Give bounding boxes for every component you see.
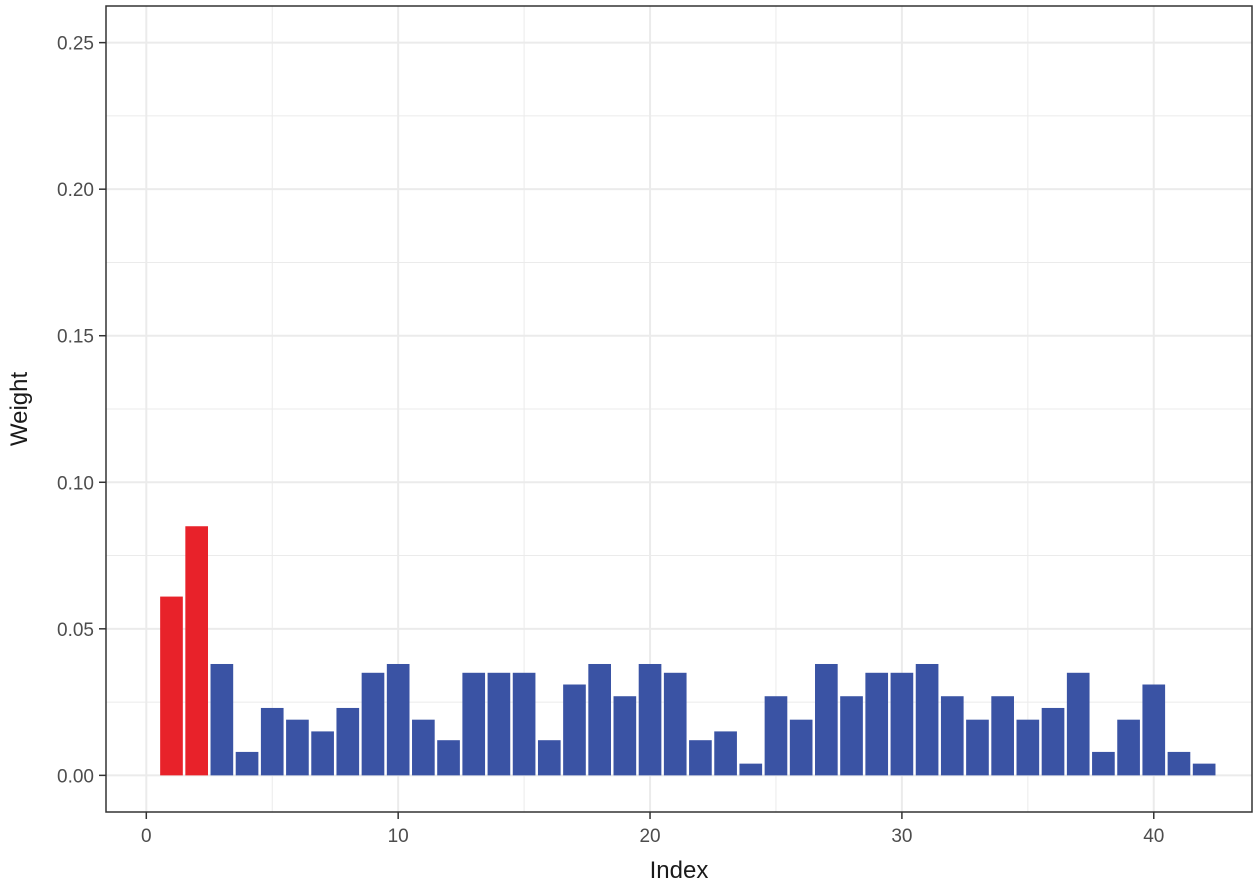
bar-36: [1041, 707, 1065, 776]
bar-19: [613, 696, 637, 776]
bar-11: [412, 719, 435, 776]
bar-29: [865, 672, 889, 776]
bar-39: [1117, 719, 1140, 776]
bar-24: [739, 763, 763, 776]
bar-12: [437, 740, 460, 776]
bar-26: [789, 719, 813, 776]
x-tick-label: 10: [388, 826, 409, 847]
bar-25: [764, 696, 788, 776]
bar-37: [1066, 672, 1090, 776]
y-tick-label: 0.25: [57, 34, 94, 55]
bar-17: [563, 684, 586, 776]
minor-gridlines: [106, 6, 1252, 812]
bar-28: [840, 696, 863, 776]
bar-10: [386, 663, 410, 776]
bar-18: [588, 663, 611, 776]
bar-35: [1016, 719, 1040, 776]
y-axis: 0.00 0.05 0.10 0.15 0.20 0.25: [57, 34, 106, 787]
y-tick-label: 0.10: [57, 473, 94, 494]
bar-32: [940, 696, 964, 776]
y-tick-label: 0.05: [57, 620, 94, 641]
bar-21: [663, 672, 687, 776]
plot-panel-border: [105, 5, 1253, 813]
bar-13: [462, 672, 486, 776]
bar-20: [638, 663, 662, 776]
bar-38: [1092, 751, 1115, 776]
bar-27: [815, 663, 838, 776]
bar-3: [210, 663, 234, 776]
bar-5: [260, 707, 284, 776]
bar-7: [311, 731, 334, 776]
bar-14: [487, 672, 511, 776]
y-tick-label: 0.20: [57, 180, 94, 201]
x-tick-label: 20: [639, 826, 660, 847]
bar-42: [1192, 763, 1216, 776]
bars: [160, 526, 1216, 776]
bar-4: [235, 751, 259, 776]
bar-33: [966, 719, 989, 776]
bar-40: [1142, 684, 1166, 776]
x-axis-title: Index: [650, 857, 709, 884]
bar-31: [915, 663, 939, 776]
y-tick-label: 0.00: [57, 766, 94, 787]
bar-8: [336, 707, 360, 776]
bar-41: [1167, 751, 1191, 776]
x-axis: 0 10 20 30 40: [141, 812, 1164, 847]
x-tick-label: 40: [1143, 826, 1164, 847]
bar-16: [537, 740, 561, 776]
x-tick-label: 0: [141, 826, 152, 847]
bar-34: [991, 696, 1014, 776]
bar-15: [512, 672, 536, 776]
bar-22: [689, 740, 712, 776]
y-axis-title: Weight: [6, 372, 33, 447]
bar-9: [361, 672, 385, 776]
bar-23: [714, 731, 737, 776]
y-tick-label: 0.15: [57, 327, 94, 348]
bar-6: [286, 719, 309, 776]
bar-2: [185, 526, 209, 776]
bar-1: [160, 596, 183, 776]
bar-30: [890, 672, 914, 776]
x-tick-label: 30: [891, 826, 912, 847]
